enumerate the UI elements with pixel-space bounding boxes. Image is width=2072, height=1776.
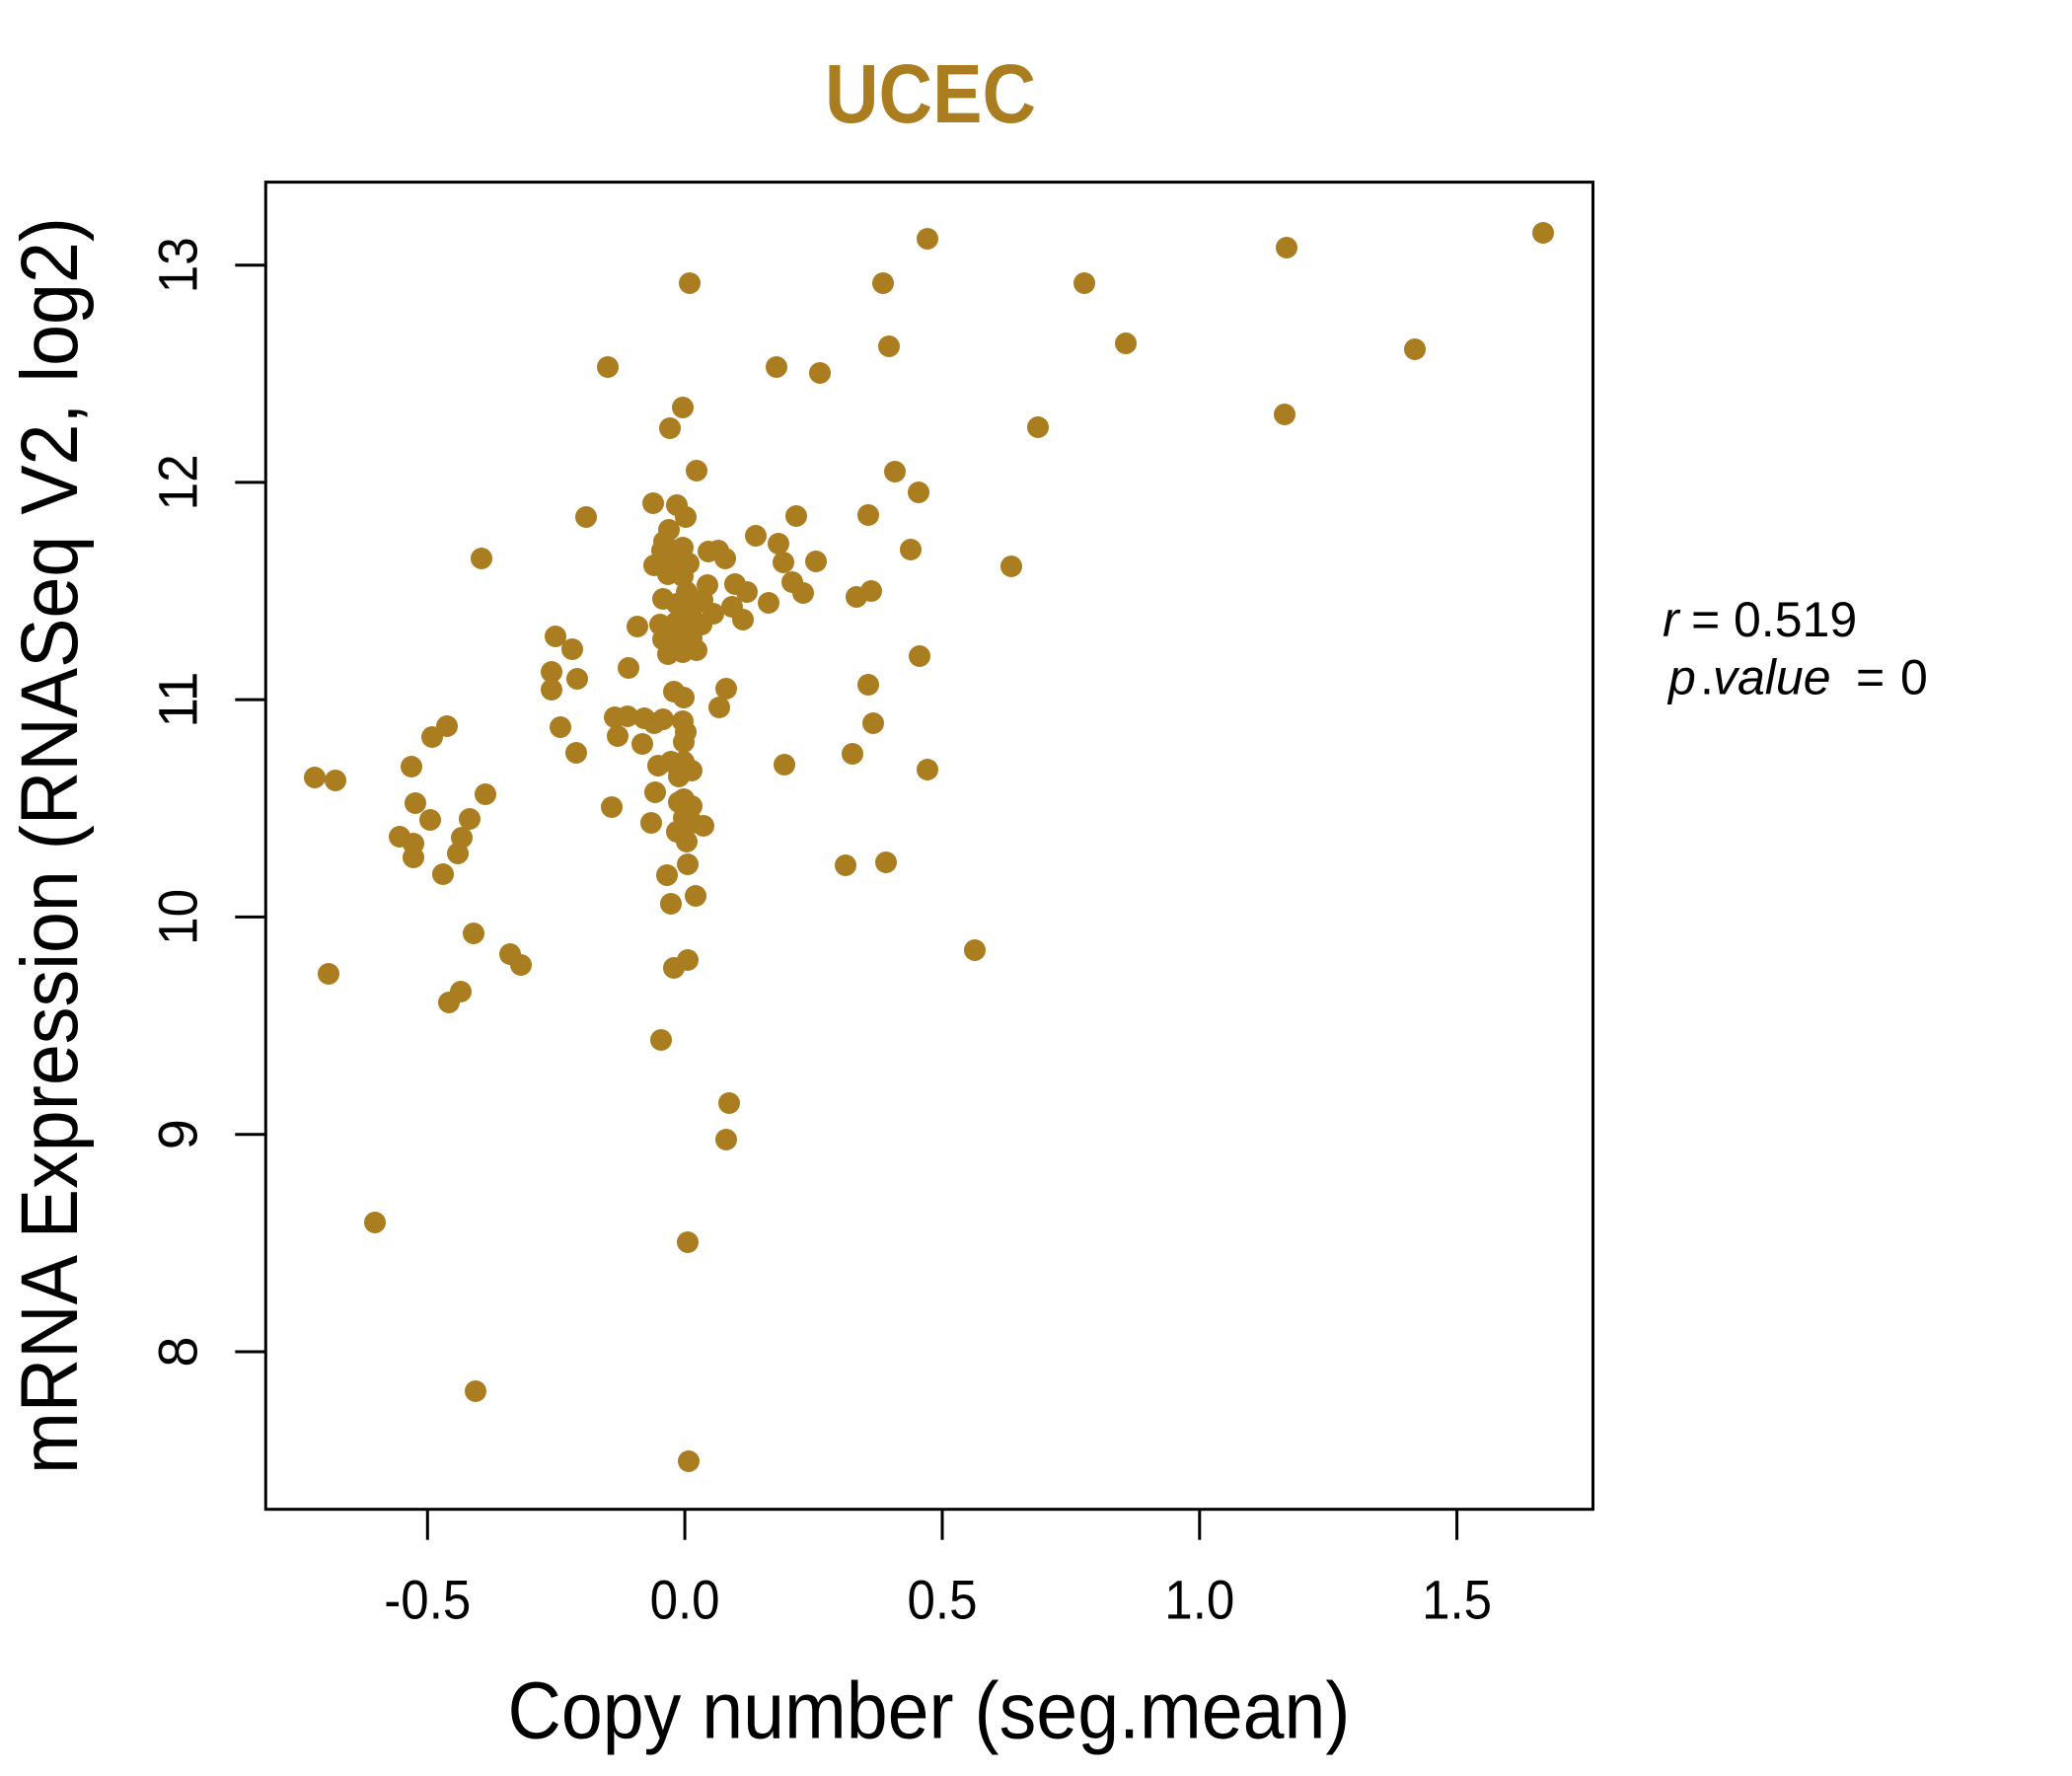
svg-text:9: 9	[147, 1119, 209, 1149]
svg-text:Copy number (seg.mean): Copy number (seg.mean)	[508, 1666, 1351, 1756]
svg-text:mRNA Expression (RNASeq V2, lo: mRNA Expression (RNASeq V2, log2)	[5, 217, 95, 1474]
svg-text:13: 13	[147, 237, 209, 293]
svg-text:1.5: 1.5	[1422, 1569, 1492, 1631]
svg-text:UCEC: UCEC	[825, 47, 1036, 140]
svg-text:10: 10	[147, 889, 209, 945]
svg-text:0.5: 0.5	[908, 1569, 978, 1631]
svg-text:0.0: 0.0	[650, 1569, 720, 1631]
svg-text:1.0: 1.0	[1164, 1569, 1234, 1631]
svg-text:8: 8	[147, 1336, 209, 1367]
svg-text:11: 11	[147, 672, 209, 728]
svg-text:p.value=0: p.value = 0	[1666, 650, 1928, 705]
svg-text:r=0.519: r = 0.519	[1663, 592, 1857, 647]
svg-text:12: 12	[147, 454, 209, 510]
svg-text:-0.5: -0.5	[384, 1569, 471, 1631]
